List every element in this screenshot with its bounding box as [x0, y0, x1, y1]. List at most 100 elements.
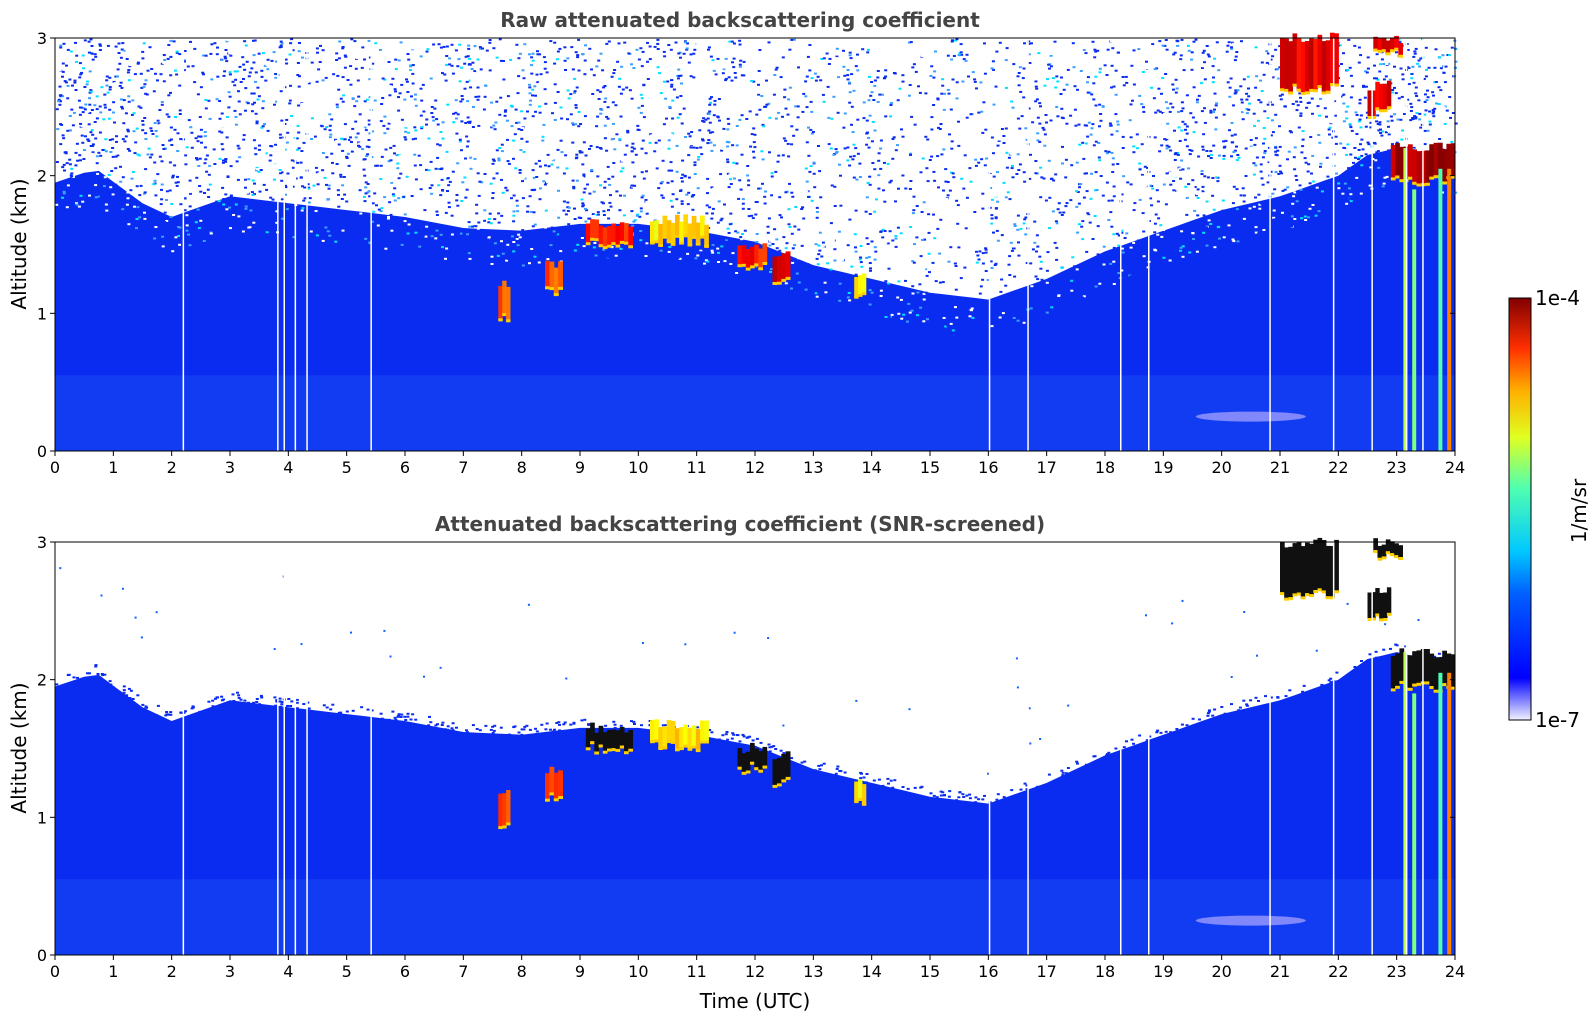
noise-speckle [780, 216, 783, 219]
noise-speckle [538, 53, 542, 56]
noise-speckle [604, 97, 608, 100]
noise-speckle [1048, 67, 1051, 70]
noise-speckle [344, 55, 348, 58]
noise-speckle [513, 239, 517, 242]
noise-speckle [441, 137, 445, 140]
noise-speckle [512, 194, 516, 197]
noise-speckle [1115, 130, 1119, 133]
noise-speckle [588, 147, 591, 150]
noise-speckle [1235, 208, 1239, 211]
noise-speckle [989, 222, 993, 225]
noise-speckle [368, 96, 372, 99]
noise-speckle [599, 112, 603, 115]
noise-speckle [1254, 46, 1258, 49]
noise-speckle [447, 184, 451, 187]
noise-speckle [59, 100, 62, 103]
noise-speckle [846, 74, 850, 77]
noise-speckle [732, 177, 736, 180]
noise-speckle [1232, 104, 1235, 107]
noise-speckle [473, 70, 477, 73]
noise-speckle [819, 196, 823, 199]
noise-speckle [811, 281, 815, 284]
noise-speckle [512, 250, 516, 253]
noise-speckle [717, 184, 721, 187]
noise-speckle [891, 138, 895, 140]
noise-speckle [881, 228, 885, 231]
noise-speckle [368, 195, 372, 198]
noise-speckle [627, 52, 631, 55]
noise-speckle [956, 222, 960, 225]
noise-speckle [618, 138, 622, 141]
noise-speckle [447, 201, 451, 204]
noise-speckle [394, 58, 398, 61]
noise-speckle [1232, 42, 1236, 45]
noise-speckle [262, 183, 266, 186]
noise-speckle [1016, 228, 1020, 231]
noise-speckle [824, 291, 828, 294]
noise-speckle [1142, 106, 1145, 109]
noise-speckle [846, 78, 850, 81]
noise-speckle [1317, 210, 1321, 213]
noise-speckle [630, 210, 634, 213]
noise-speckle [1401, 73, 1405, 76]
noise-speckle [837, 76, 840, 79]
noise-speckle [387, 61, 391, 63]
noise-speckle [209, 163, 212, 166]
noise-speckle [484, 90, 488, 93]
noise-speckle [619, 170, 623, 173]
noise-speckle [849, 112, 853, 115]
noise-speckle [1084, 52, 1088, 55]
noise-speckle [710, 149, 714, 152]
noise-speckle [218, 130, 222, 133]
noise-speckle [1217, 69, 1221, 72]
noise-speckle [1212, 111, 1216, 113]
noise-speckle [757, 93, 761, 96]
noise-speckle [371, 220, 374, 223]
noise-speckle [926, 318, 929, 321]
noise-speckle [759, 187, 763, 190]
noise-speckle [103, 180, 107, 183]
noise-speckle [478, 180, 482, 183]
noise-speckle [794, 121, 797, 124]
noise-speckle [708, 206, 712, 209]
noise-speckle [1060, 76, 1063, 79]
noise-speckle [1403, 123, 1407, 126]
noise-speckle [63, 80, 67, 83]
noise-speckle [584, 154, 588, 157]
noise-speckle [521, 127, 525, 129]
noise-speckle [838, 163, 841, 166]
noise-speckle [90, 152, 94, 155]
noise-speckle [1076, 293, 1080, 295]
noise-speckle [233, 180, 236, 182]
noise-speckle [1418, 65, 1421, 68]
noise-speckle [564, 152, 568, 155]
noise-speckle [199, 86, 203, 89]
noise-speckle [393, 152, 396, 155]
noise-speckle [753, 133, 757, 136]
noise-speckle [1195, 194, 1198, 197]
noise-speckle [1185, 213, 1189, 216]
noise-speckle [817, 253, 821, 256]
noise-speckle [1359, 143, 1362, 146]
noise-speckle [467, 252, 471, 255]
noise-speckle [1084, 142, 1088, 145]
noise-speckle [59, 143, 63, 146]
noise-speckle [1169, 172, 1172, 174]
noise-speckle [592, 74, 596, 77]
noise-speckle [1447, 54, 1451, 57]
noise-speckle [865, 237, 869, 240]
noise-speckle [886, 162, 890, 165]
noise-speckle [169, 126, 173, 129]
noise-speckle [406, 53, 410, 55]
noise-speckle [763, 202, 767, 205]
noise-speckle [613, 115, 617, 118]
noise-speckle [501, 191, 505, 194]
noise-speckle [590, 169, 594, 171]
noise-speckle [127, 100, 131, 103]
noise-speckle [1230, 155, 1233, 158]
noise-speckle [451, 196, 455, 199]
noise-speckle [303, 222, 307, 225]
noise-speckle [1095, 281, 1099, 284]
noise-speckle [479, 68, 483, 71]
noise-speckle [753, 124, 757, 127]
